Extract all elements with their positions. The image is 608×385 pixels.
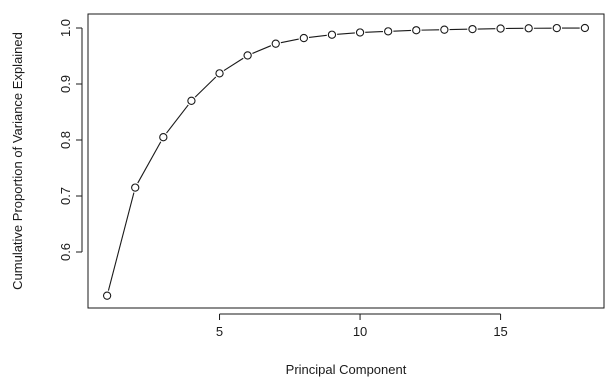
data-point <box>244 52 251 59</box>
data-point <box>525 25 532 32</box>
series-line-segment <box>252 46 271 54</box>
y-tick-label: 1.0 <box>58 19 73 37</box>
series-line-segment <box>365 32 383 33</box>
series-line-segment <box>337 33 355 34</box>
series-group <box>104 24 589 299</box>
series-line-segment <box>108 193 133 291</box>
series-line-segment <box>195 77 216 97</box>
plot-frame <box>88 14 604 308</box>
y-tick-label: 0.9 <box>58 75 73 93</box>
data-point <box>104 292 111 299</box>
series-line-segment <box>281 39 299 43</box>
x-axis: 5 10 15 <box>216 314 508 339</box>
y-tick-label: 0.8 <box>58 131 73 149</box>
data-point <box>216 70 223 77</box>
data-point <box>132 184 139 191</box>
data-point <box>497 25 504 32</box>
data-point <box>328 31 335 38</box>
x-tick-label: 5 <box>216 324 223 339</box>
data-point <box>385 28 392 35</box>
y-axis: 0.6 0.7 0.8 0.9 1.0 <box>58 19 82 261</box>
data-point <box>356 29 363 36</box>
y-tick-label: 0.7 <box>58 187 73 205</box>
data-point <box>160 134 167 141</box>
y-tick-label: 0.6 <box>58 243 73 261</box>
series-line-segment <box>224 58 243 70</box>
series-line-segment <box>393 30 411 31</box>
data-point <box>441 26 448 33</box>
x-axis-title: Principal Component <box>286 362 407 377</box>
y-axis-title: Cumulative Proportion of Variance Explai… <box>10 32 25 290</box>
data-point <box>413 27 420 34</box>
series-line-segment <box>138 142 161 183</box>
data-point <box>553 25 560 32</box>
data-point <box>188 97 195 104</box>
series-line-segment <box>309 35 327 37</box>
x-tick-label: 10 <box>353 324 367 339</box>
data-point <box>469 26 476 33</box>
data-point <box>272 40 279 47</box>
data-point <box>581 24 588 31</box>
x-tick-label: 15 <box>493 324 507 339</box>
data-point <box>300 34 307 41</box>
series-line-segment <box>166 105 188 133</box>
